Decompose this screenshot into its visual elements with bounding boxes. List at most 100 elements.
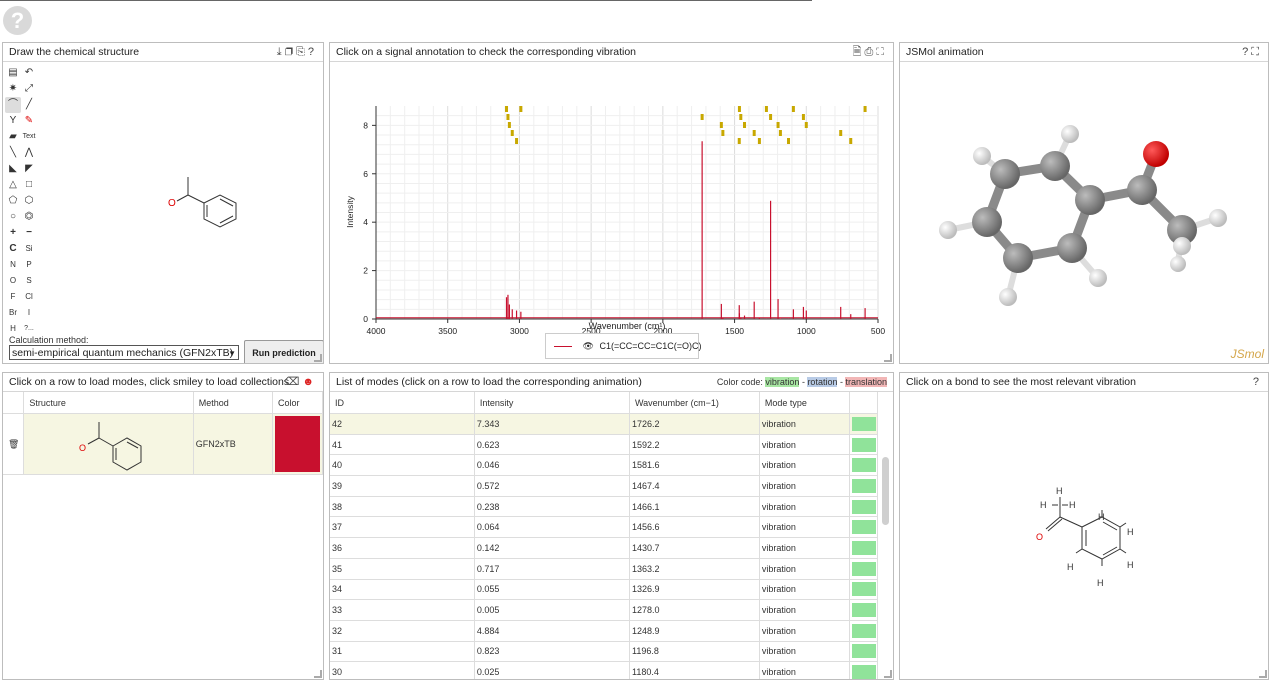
file-icon[interactable]: 🗎 (852, 46, 865, 58)
calc-method-select[interactable]: semi-empirical quantum mechanics (GFN2xT… (9, 345, 239, 360)
help-icon[interactable]: ? (307, 46, 317, 58)
signal-annotation[interactable] (507, 122, 511, 128)
circle-icon[interactable]: ○ (9, 211, 17, 222)
delete-icon[interactable]: 🗑 (3, 413, 25, 475)
table-row[interactable]: 35 0.717 1363.2 vibration (330, 558, 878, 580)
atom-o[interactable]: O (9, 276, 17, 285)
atom-i[interactable]: I (27, 308, 31, 317)
atom-s[interactable]: S (26, 276, 32, 285)
atom-f[interactable]: F (10, 292, 16, 301)
triangle-icon[interactable]: △ (9, 179, 17, 190)
signal-annotation[interactable] (849, 138, 853, 144)
eraser-icon[interactable]: ✎ (24, 115, 34, 126)
hash-icon[interactable]: ◤ (25, 163, 33, 174)
atom-h[interactable]: H (10, 324, 16, 333)
signal-annotation[interactable] (506, 114, 510, 120)
ir-spectrum-chart[interactable]: 4000 3500 3000 2500 2000 1500 1000 500 0 2 4 6 8 Int… (330, 62, 893, 364)
color-swatch[interactable] (275, 416, 320, 472)
table-row[interactable]: 39 0.572 1467.4 vibration (330, 475, 878, 497)
table-row[interactable]: 31 0.823 1196.8 vibration (330, 641, 878, 663)
run-prediction-button[interactable]: Run prediction (244, 340, 323, 363)
help-icon[interactable]: ? (1252, 376, 1262, 388)
signal-annotation[interactable] (739, 114, 743, 120)
resize-handle[interactable] (314, 354, 322, 362)
chain-icon[interactable]: ⋀ (24, 147, 34, 158)
signal-annotation[interactable] (519, 106, 523, 112)
smiley-icon[interactable]: ☻ (302, 376, 317, 388)
modes-scrollbar[interactable] (882, 457, 889, 525)
help-icon[interactable]: ? (1242, 46, 1252, 58)
resize-handle[interactable] (1259, 670, 1267, 678)
signal-annotation[interactable] (743, 122, 747, 128)
paste-icon[interactable]: ⎘ (296, 46, 308, 58)
benzene-icon[interactable]: ⏣ (24, 211, 34, 222)
signal-annotation[interactable] (505, 106, 509, 112)
eye-icon[interactable]: 👁 (582, 341, 594, 351)
table-row[interactable]: 37 0.064 1456.6 vibration (330, 516, 878, 539)
hexagon-icon[interactable]: ⬡ (24, 195, 34, 206)
signal-annotation[interactable] (769, 114, 773, 120)
atom-br[interactable]: Br (9, 308, 17, 317)
erase-icon[interactable]: ▰ (9, 131, 17, 142)
fullscreen-icon[interactable]: ⛶ (1251, 46, 1262, 58)
table-row[interactable]: 30 0.025 1180.4 vibration (330, 661, 878, 679)
atom-c[interactable]: C (9, 243, 17, 254)
drawn-molecule[interactable]: O (153, 163, 253, 243)
atom-n[interactable]: N (10, 260, 16, 269)
line-icon[interactable]: ╱ (25, 99, 33, 110)
signal-annotation[interactable] (776, 122, 780, 128)
single-bond-icon[interactable]: ╲ (9, 147, 17, 158)
square-icon[interactable]: □ (25, 179, 33, 190)
copy-icon[interactable]: ❐ (284, 46, 297, 58)
lasso-icon[interactable]: ⌒ (5, 97, 21, 113)
signal-annotation[interactable] (839, 130, 843, 136)
text-tool[interactable]: Text (22, 133, 36, 140)
signal-annotation[interactable] (791, 106, 795, 112)
signal-annotation[interactable] (510, 130, 514, 136)
signal-annotation[interactable] (737, 138, 741, 144)
signal-annotation[interactable] (778, 130, 782, 136)
table-row[interactable]: 34 0.055 1326.9 vibration (330, 579, 878, 601)
download-icon[interactable]: ⤓ (276, 46, 285, 58)
plus-icon[interactable]: + (10, 227, 16, 238)
fullscreen-icon[interactable]: ⛶ (876, 46, 887, 58)
signal-annotation[interactable] (801, 114, 805, 120)
pentagon-icon[interactable]: ⬠ (8, 195, 18, 206)
signal-annotation[interactable] (737, 106, 741, 112)
clear-icon[interactable]: ✷ (8, 83, 18, 94)
atom-cl[interactable]: Cl (25, 292, 33, 301)
signal-annotation[interactable] (700, 114, 704, 120)
atom-more[interactable]: ?... (24, 325, 34, 332)
resize-handle[interactable] (884, 670, 892, 678)
atom-si[interactable]: Si (25, 244, 33, 253)
minus-icon[interactable]: − (26, 227, 32, 238)
page-icon[interactable]: ▤ (8, 67, 18, 78)
table-row[interactable]: 38 0.238 1466.1 vibration (330, 496, 878, 518)
signal-annotation[interactable] (721, 130, 725, 136)
help-icon[interactable]: ? (3, 6, 32, 35)
bond-molecule[interactable]: H H H H H H H H O (900, 392, 1268, 680)
signal-annotation[interactable] (804, 122, 808, 128)
signal-annotation[interactable] (787, 138, 791, 144)
resize-handle[interactable] (314, 670, 322, 678)
eraser-icon[interactable]: ⌫ (283, 376, 303, 388)
undo-icon[interactable]: ↶ (24, 67, 34, 78)
atom-p[interactable]: P (26, 260, 32, 269)
table-row[interactable]: 40 0.046 1581.6 vibration (330, 454, 878, 477)
spectrum-legend[interactable]: 👁 C1(=CC=CC=C1C(=O)C) (545, 333, 702, 359)
table-row[interactable]: 32 4.884 1248.9 vibration (330, 620, 878, 642)
table-row[interactable]: 36 0.142 1430.7 vibration (330, 537, 878, 559)
jsmol-3d-viewer[interactable] (900, 62, 1268, 364)
table-row[interactable]: 🗑 O GFN2xTB (3, 413, 323, 475)
signal-annotation[interactable] (863, 106, 867, 112)
resize-handle[interactable] (884, 354, 892, 362)
wedge-icon[interactable]: ◣ (9, 163, 17, 174)
table-row[interactable]: 33 0.005 1278.0 vibration (330, 599, 878, 621)
signal-annotation[interactable] (757, 138, 761, 144)
table-row[interactable]: 42 7.343 1726.2 vibration (330, 413, 878, 435)
print-icon[interactable]: ⎙ (864, 46, 877, 58)
signal-annotation[interactable] (515, 138, 519, 144)
table-row[interactable]: 41 0.623 1592.2 vibration (330, 434, 878, 456)
signal-annotation[interactable] (719, 122, 723, 128)
bond-icon[interactable]: Y (9, 115, 17, 126)
